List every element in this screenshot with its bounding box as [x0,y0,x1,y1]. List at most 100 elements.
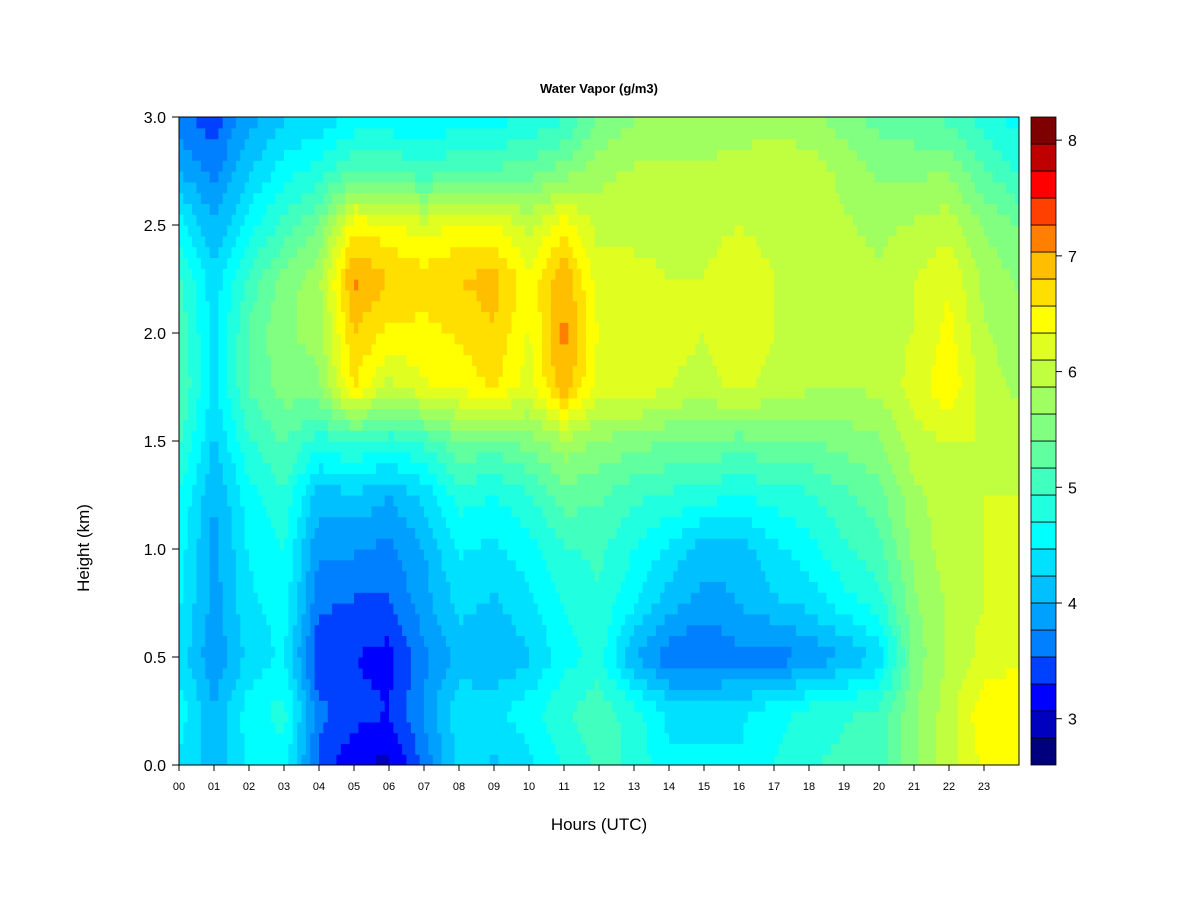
heatmap-cell [410,516,416,528]
heatmap-cell [599,732,604,744]
heatmap-cell [953,559,959,572]
heatmap-cell [708,613,714,626]
heatmap-cell [262,700,268,712]
heatmap-cell [778,592,784,604]
heatmap-cell [874,700,880,712]
heatmap-cell [235,711,241,723]
heatmap-cell [384,527,390,539]
heatmap-cell [1010,570,1016,582]
heatmap-cell [616,484,622,496]
heatmap-cell [419,646,425,658]
heatmap-cell [279,484,285,496]
heatmap-cell [240,624,246,636]
heatmap-cell [437,570,443,582]
heatmap-cell [336,516,342,528]
heatmap-cell [314,581,320,593]
heatmap-cell [183,657,189,669]
heatmap-cell [844,667,849,680]
heatmap-cell [437,581,443,593]
heatmap-cell [297,667,303,680]
heatmap-cell [183,592,189,604]
heatmap-cell [537,657,543,669]
heatmap-cell [1014,570,1019,582]
heatmap-cell [1010,527,1016,539]
heatmap-cell [559,635,565,647]
heatmap-cell [266,505,272,518]
heatmap-cell [787,678,793,690]
heatmap-cell [419,613,425,626]
heatmap-cell [918,754,924,765]
heatmap-cell [585,570,591,582]
heatmap-cell [454,700,460,712]
heatmap-cell [244,678,250,690]
heatmap-cell [839,732,845,744]
heatmap-cell [1010,754,1016,765]
heatmap-cell [787,570,793,582]
heatmap-cell [1014,516,1019,528]
heatmap-cell [734,711,740,723]
heatmap-cell [467,581,473,593]
heatmap-cell [183,700,189,712]
heatmap-cell [319,484,324,496]
heatmap-cell [769,549,775,561]
heatmap-cell [774,549,779,561]
heatmap-cell [590,689,596,701]
heatmap-cell [616,613,622,626]
heatmap-cell [187,570,193,582]
heatmap-cell [594,743,600,755]
heatmap-cell [699,732,705,744]
heatmap-cell [231,603,237,615]
heatmap-cell [970,549,976,561]
heatmap-cell [944,678,950,690]
heatmap-cell [196,721,202,734]
heatmap-cell [949,495,954,507]
heatmap-cell [537,559,543,572]
heatmap-cell [949,624,954,636]
heatmap-cell [231,732,237,744]
heatmap-cell [240,667,246,680]
heatmap-cell [852,657,858,669]
heatmap-cell [940,538,946,550]
heatmap-cell [266,646,272,658]
heatmap-cell [870,581,876,593]
heatmap-cell [345,678,351,690]
heatmap-cell [555,495,561,507]
heatmap-cell [638,603,644,615]
heatmap-cell [550,549,556,561]
heatmap-cell [275,516,281,528]
heatmap-cell [577,732,583,744]
heatmap-cell [244,516,250,528]
heatmap-cell [375,657,381,669]
heatmap-cell [782,603,788,615]
heatmap-cell [629,635,635,647]
heatmap-cell [288,732,294,744]
heatmap-cell [205,570,211,582]
heatmap-cell [253,559,259,572]
heatmap-cell [612,667,618,680]
heatmap-cell [599,559,604,572]
heatmap-cell [266,484,272,496]
heatmap-cell [664,495,670,507]
heatmap-cell [949,700,954,712]
heatmap-cell [393,711,399,723]
heatmap-cell [231,538,237,550]
heatmap-cell [603,495,609,507]
heatmap-cell [533,570,539,582]
heatmap-cell [616,635,622,647]
heatmap-cell [406,678,412,690]
heatmap-cell [284,549,289,561]
heatmap-cell [620,667,626,680]
heatmap-cell [476,538,482,550]
heatmap-cell [909,603,915,615]
heatmap-cell [284,678,289,690]
heatmap-cell [502,603,508,615]
heatmap-cell [314,700,320,712]
heatmap-cell [896,700,902,712]
heatmap-cell [704,538,709,550]
heatmap-cell [669,635,674,647]
heatmap-cell [594,527,600,539]
heatmap-cell [568,678,574,690]
heatmap-cell [581,527,587,539]
heatmap-cell [546,689,552,701]
heatmap-cell [765,603,771,615]
